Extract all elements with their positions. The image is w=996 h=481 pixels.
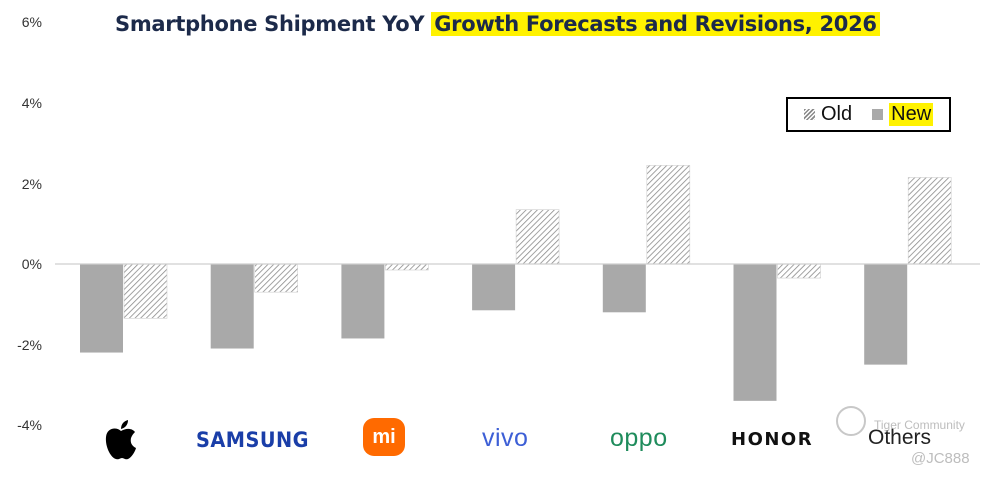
samsung-logo: SAMSUNG [196, 428, 309, 452]
bar-old-xiaomi [385, 263, 429, 271]
oppo-logo: oppo [610, 424, 668, 452]
legend-old-swatch [804, 109, 815, 120]
bar-old-oppo [646, 165, 691, 265]
bar-new-xiaomi [341, 264, 385, 339]
bar-new-others [864, 264, 908, 365]
bar-new-samsung [210, 264, 254, 349]
y-tick-neg2: -2% [17, 337, 42, 353]
watermark-logo-icon [836, 406, 866, 436]
title-part-1: Smartphone Shipment YoY [115, 12, 432, 36]
y-tick-4: 4% [21, 95, 42, 111]
apple-logo-icon [105, 420, 136, 460]
y-tick-2: 2% [21, 176, 42, 192]
chart-legend: Old New [786, 97, 951, 132]
legend-new-label: New [889, 103, 934, 126]
bar-old-honor [777, 263, 821, 279]
watermark-text: Tiger Community [874, 418, 965, 432]
bar-old-others [907, 177, 952, 265]
bar-new-honor [733, 264, 777, 401]
y-tick-neg4: -4% [17, 417, 42, 433]
bar-old-vivo [515, 209, 560, 265]
bar-old-samsung [254, 263, 298, 293]
y-tick-6: 6% [21, 14, 42, 30]
legend-new-swatch [872, 109, 884, 120]
title-highlight: Growth Forecasts and Revisions, 2026 [431, 12, 880, 36]
vivo-logo: vivo [482, 424, 529, 452]
bar-new-vivo [472, 264, 516, 311]
bar-old-apple [123, 263, 168, 319]
y-tick-0: 0% [21, 256, 42, 272]
chart-title: Smartphone Shipment YoY Growth Forecasts… [115, 12, 880, 36]
bar-new-apple [80, 264, 123, 353]
legend-old-label: Old [821, 103, 853, 125]
honor-logo: HONOR [731, 429, 814, 450]
watermark-handle: @JC888 [911, 450, 970, 467]
others-label: Others [868, 426, 932, 449]
xiaomi-logo: mi [363, 418, 405, 456]
bar-new-oppo [602, 264, 646, 313]
